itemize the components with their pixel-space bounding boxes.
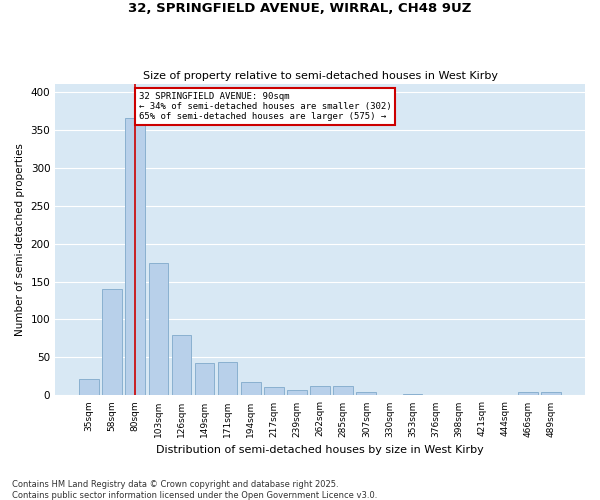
Bar <box>403 394 422 396</box>
Bar <box>241 382 260 396</box>
Text: 32, SPRINGFIELD AVENUE, WIRRAL, CH48 9UZ: 32, SPRINGFIELD AVENUE, WIRRAL, CH48 9UZ <box>128 2 472 16</box>
Bar <box>149 262 168 396</box>
Bar <box>195 363 214 396</box>
Bar <box>287 390 307 396</box>
Text: 32 SPRINGFIELD AVENUE: 90sqm
← 34% of semi-detached houses are smaller (302)
65%: 32 SPRINGFIELD AVENUE: 90sqm ← 34% of se… <box>139 92 391 122</box>
Y-axis label: Number of semi-detached properties: Number of semi-detached properties <box>15 144 25 336</box>
Bar <box>518 392 538 396</box>
Bar <box>356 392 376 396</box>
Bar <box>125 118 145 396</box>
Bar <box>103 289 122 396</box>
Bar <box>541 392 561 396</box>
Bar <box>79 378 99 396</box>
Text: Contains HM Land Registry data © Crown copyright and database right 2025.
Contai: Contains HM Land Registry data © Crown c… <box>12 480 377 500</box>
Bar <box>172 334 191 396</box>
Title: Size of property relative to semi-detached houses in West Kirby: Size of property relative to semi-detach… <box>143 70 497 81</box>
X-axis label: Distribution of semi-detached houses by size in West Kirby: Distribution of semi-detached houses by … <box>156 445 484 455</box>
Bar <box>264 387 284 396</box>
Bar <box>334 386 353 396</box>
Bar <box>218 362 238 396</box>
Bar <box>310 386 330 396</box>
